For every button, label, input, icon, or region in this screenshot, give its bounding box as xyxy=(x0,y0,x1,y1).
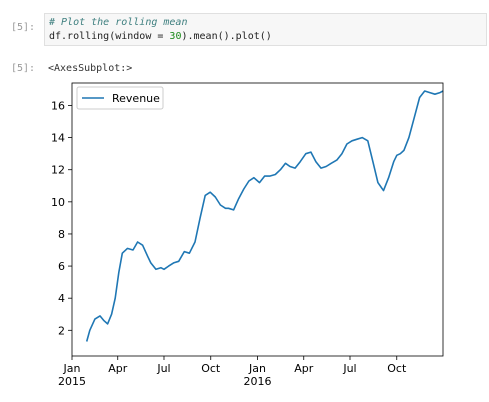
input-prompt: [5]: xyxy=(11,22,36,33)
code-comment: # Plot the rolling mean xyxy=(49,17,188,28)
y-tick-label: 6 xyxy=(58,260,65,273)
revenue-line xyxy=(85,90,444,342)
y-tick-label: 16 xyxy=(51,99,65,112)
y-tick-label: 8 xyxy=(58,228,65,241)
x-tick-year-label: 2016 xyxy=(244,375,272,388)
x-tick-label: Apr xyxy=(108,362,128,375)
legend-label: Revenue xyxy=(112,92,160,105)
x-tick-label: Jan xyxy=(63,362,81,375)
x-tick-label: Jul xyxy=(342,362,356,375)
output-text: <AxesSubplot:> xyxy=(48,63,133,74)
x-tick-label: Jul xyxy=(156,362,170,375)
x-tick-label: Oct xyxy=(201,362,221,375)
output-prompt: [5]: xyxy=(11,63,36,74)
code-prefix: df.rolling(window = xyxy=(49,31,170,42)
x-tick-label: Oct xyxy=(387,362,407,375)
y-tick-label: 4 xyxy=(58,292,65,305)
legend-box xyxy=(76,86,164,110)
code-line: df.rolling(window = 30).mean().plot() xyxy=(49,31,272,42)
code-cell-input[interactable]: # Plot the rolling mean df.rolling(windo… xyxy=(44,13,487,46)
x-tick-label: Apr xyxy=(294,362,314,375)
y-axis: 2 4 6 8 10 12 14 16 xyxy=(51,99,72,337)
code-number: 30 xyxy=(169,31,182,42)
y-tick-label: 12 xyxy=(51,164,65,177)
code-suffix: ).mean().plot() xyxy=(181,31,272,42)
y-tick-label: 2 xyxy=(58,324,65,337)
y-tick-label: 10 xyxy=(51,196,65,209)
legend: Revenue xyxy=(76,86,164,110)
x-tick-year-label: 2015 xyxy=(58,375,86,388)
y-tick-label: 14 xyxy=(51,132,65,145)
x-tick-label: Jan xyxy=(248,362,266,375)
plot-frame xyxy=(71,82,444,357)
